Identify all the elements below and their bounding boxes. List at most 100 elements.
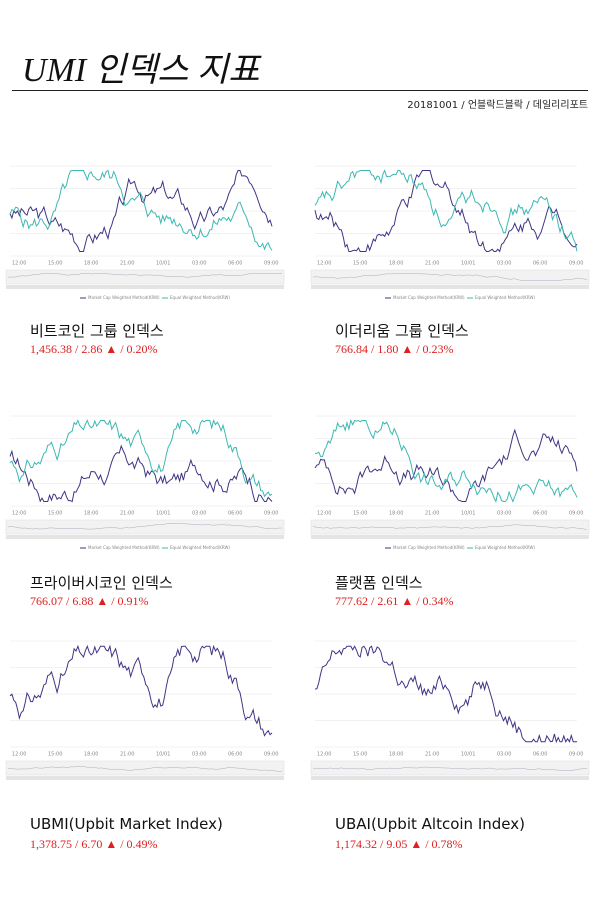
x-tick-label: 10/01: [461, 511, 475, 517]
x-tick-label: 12:00: [12, 261, 26, 267]
x-tick-label: 03:00: [192, 261, 206, 267]
navigator-line: [313, 766, 588, 771]
panel-title: 프라이버시코인 인덱스: [30, 574, 173, 592]
legend-label: Equal Weighted Method(KRW): [475, 545, 535, 550]
legend-label: Market Cap Weighted Method(KRW): [393, 295, 465, 300]
index-line: [9, 644, 273, 737]
navigator: [5, 760, 285, 776]
x-tick-label: 03:00: [497, 752, 511, 758]
panel-title: UBAI(Upbit Altcoin Index): [335, 815, 525, 833]
x-tick-label: 12:00: [317, 511, 331, 517]
x-tick-label: 03:00: [192, 511, 206, 517]
panel: 12:00 15:00 18:00 21:00 10/01 03:00 06:00 09:00…: [305, 635, 595, 853]
x-tick-label: 09:00: [569, 752, 583, 758]
x-tick-label: 12:00: [317, 261, 331, 267]
x-tick-label: 21:00: [120, 511, 134, 517]
index-line: [9, 444, 273, 503]
x-tick-label: 12:00: [12, 511, 26, 517]
navigator-line: [312, 524, 588, 530]
x-tick-label: 21:00: [425, 752, 439, 758]
x-tick-label: 06:00: [228, 511, 242, 517]
x-tick-label: 21:00: [425, 261, 439, 267]
x-tick-label: 15:00: [48, 752, 62, 758]
chart: 12:00 15:00 18:00 21:00 10/01 03:00 06:00 09:00…: [5, 415, 285, 550]
panel-value: 766.07 / 6.88 ▲ / 0.91%: [30, 594, 149, 608]
x-tick-label: 06:00: [533, 511, 547, 517]
x-tick-label: 15:00: [353, 752, 367, 758]
scrollbar: [6, 776, 284, 780]
x-tick-label: 10/01: [156, 261, 170, 267]
panel-value: 1,174.32 / 9.05 ▲ / 0.78%: [335, 837, 463, 851]
navigator: [5, 519, 285, 535]
navigator-line: [7, 273, 283, 278]
x-tick-label: 06:00: [228, 752, 242, 758]
index-line: [314, 645, 577, 744]
index-line: [314, 428, 578, 502]
x-tick-label: 10/01: [461, 261, 475, 267]
chart: 12:00 15:00 18:00 21:00 10/01 03:00 06:00 09:00…: [5, 165, 285, 300]
legend-label: Equal Weighted Method(KRW): [170, 295, 230, 300]
x-tick-label: 21:00: [120, 261, 134, 267]
x-tick-label: 18:00: [84, 511, 98, 517]
chart: 12:00 15:00 18:00 21:00 10/01 03:00 06:00 09:00: [5, 640, 285, 780]
scrollbar: [6, 535, 284, 539]
navigator: [5, 269, 285, 285]
navigator: [310, 269, 590, 285]
panel-title: 이더리움 그룹 인덱스: [335, 322, 469, 340]
x-tick-label: 03:00: [192, 752, 206, 758]
index-line: [9, 170, 273, 252]
x-tick-label: 09:00: [264, 752, 278, 758]
panel: 12:00 15:00 18:00 21:00 10/01 03:00 06:00 09:00…: [0, 635, 290, 853]
navigator: [310, 519, 590, 535]
panel-value: 1,456.38 / 2.86 ▲ / 0.20%: [30, 342, 158, 356]
legend-label: Market Cap Weighted Method(KRW): [88, 295, 160, 300]
index-line: [315, 418, 578, 503]
scrollbar: [311, 535, 589, 539]
rule: [12, 90, 588, 91]
index-line: [314, 169, 578, 252]
x-tick-label: 10/01: [461, 752, 475, 758]
x-tick-label: 10/01: [156, 752, 170, 758]
panel-value: 777.62 / 2.61 ▲ / 0.34%: [335, 594, 454, 608]
x-tick-label: 18:00: [84, 261, 98, 267]
index-line: [9, 418, 273, 498]
chart: 12:00 15:00 18:00 21:00 10/01 03:00 06:00 09:00…: [310, 165, 590, 300]
navigator-line: [7, 766, 283, 772]
scrollbar: [311, 285, 589, 289]
index-line: [314, 170, 578, 253]
scrollbar: [6, 285, 284, 289]
x-tick-label: 09:00: [264, 261, 278, 267]
x-tick-label: 18:00: [84, 752, 98, 758]
x-tick-label: 21:00: [425, 511, 439, 517]
panel-title: 비트코인 그룹 인덱스: [30, 322, 164, 340]
x-tick-label: 06:00: [228, 261, 242, 267]
page-title: UMI 인덱스 지표: [22, 52, 260, 89]
x-tick-label: 03:00: [497, 511, 511, 517]
index-line: [9, 169, 273, 251]
x-tick-label: 18:00: [389, 511, 403, 517]
x-tick-label: 09:00: [569, 511, 583, 517]
x-tick-label: 10/01: [156, 511, 170, 517]
x-tick-label: 18:00: [389, 261, 403, 267]
legend-label: Equal Weighted Method(KRW): [170, 545, 230, 550]
x-tick-label: 12:00: [317, 752, 331, 758]
panel-value: 766.84 / 1.80 ▲ / 0.23%: [335, 342, 454, 356]
legend-label: Market Cap Weighted Method(KRW): [88, 545, 160, 550]
chart: 12:00 15:00 18:00 21:00 10/01 03:00 06:00 09:00: [310, 640, 590, 780]
subtitle: 20181001 / 언블락드블락 / 데일리리포트: [407, 100, 588, 111]
x-tick-label: 15:00: [48, 511, 62, 517]
legend-label: Market Cap Weighted Method(KRW): [393, 545, 465, 550]
panel: 12:00 15:00 18:00 21:00 10/01 03:00 06:00 09:00…: [0, 410, 290, 610]
legend-label: Equal Weighted Method(KRW): [475, 295, 535, 300]
x-tick-label: 06:00: [533, 752, 547, 758]
x-tick-label: 15:00: [48, 261, 62, 267]
x-tick-label: 03:00: [497, 261, 511, 267]
panel: 12:00 15:00 18:00 21:00 10/01 03:00 06:00 09:00…: [305, 160, 595, 358]
x-tick-label: 21:00: [120, 752, 134, 758]
panel-title: 플랫폼 인덱스: [335, 574, 423, 592]
x-tick-label: 12:00: [12, 752, 26, 758]
x-tick-label: 09:00: [264, 511, 278, 517]
x-tick-label: 15:00: [353, 261, 367, 267]
panel-value: 1,378.75 / 6.70 ▲ / 0.49%: [30, 837, 158, 851]
